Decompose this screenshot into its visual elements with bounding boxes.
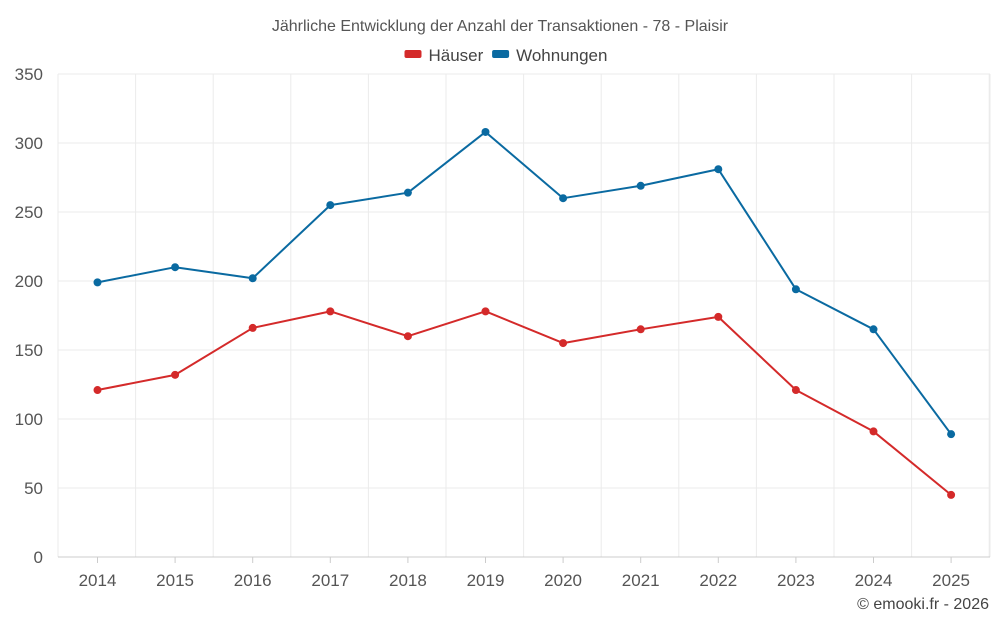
y-tick-label: 300: [15, 134, 43, 153]
series-layer: [93, 127, 956, 499]
legend-label-wohnungen[interactable]: Wohnungen: [516, 46, 607, 65]
data-point-h-user[interactable]: [791, 386, 800, 395]
x-tick-label: 2017: [311, 571, 349, 590]
data-point-h-user[interactable]: [636, 325, 645, 334]
x-tick-label: 2018: [389, 571, 427, 590]
x-tick-label: 2016: [234, 571, 272, 590]
data-point-h-user[interactable]: [869, 427, 878, 436]
data-point-h-user[interactable]: [714, 312, 723, 321]
y-tick-label: 50: [24, 479, 43, 498]
grid: [57, 73, 991, 557]
data-point-wohnungen[interactable]: [326, 201, 335, 210]
y-tick-label: 200: [15, 272, 43, 291]
data-point-h-user[interactable]: [93, 386, 102, 395]
data-point-wohnungen[interactable]: [403, 188, 412, 197]
x-tick-label: 2015: [156, 571, 194, 590]
x-tick-label: 2014: [79, 571, 117, 590]
data-point-wohnungen[interactable]: [93, 278, 102, 287]
series-line-h-user: [97, 310, 952, 496]
data-point-wohnungen[interactable]: [559, 194, 568, 203]
axes: 0 50 100 150 200 250 300 350 2014 2015 2016 2017 201…: [15, 65, 990, 590]
data-point-h-user[interactable]: [481, 307, 490, 316]
legend-swatch-wohnungen: [492, 50, 510, 58]
data-point-wohnungen[interactable]: [947, 430, 956, 439]
data-point-h-user[interactable]: [248, 323, 257, 332]
data-point-wohnungen[interactable]: [714, 165, 723, 174]
chart-title: Jährliche Entwicklung der Anzahl der Tra…: [272, 18, 729, 35]
legend-label-h-user[interactable]: Häuser: [429, 46, 484, 65]
data-point-h-user[interactable]: [403, 332, 412, 341]
y-tick-label: 250: [15, 203, 43, 222]
data-point-wohnungen[interactable]: [481, 127, 490, 136]
data-point-h-user[interactable]: [171, 370, 180, 379]
data-point-wohnungen[interactable]: [171, 263, 180, 272]
legend-swatch-h-user: [404, 50, 422, 58]
data-point-wohnungen[interactable]: [248, 274, 257, 283]
x-tick-label: 2020: [544, 571, 582, 590]
x-tick-label: 2019: [467, 571, 505, 590]
x-tick-label: 2022: [699, 571, 737, 590]
series-line-wohnungen: [97, 130, 952, 435]
data-point-wohnungen[interactable]: [636, 181, 645, 190]
y-tick-label: 0: [34, 548, 43, 567]
data-point-wohnungen[interactable]: [869, 325, 878, 334]
x-tick-label: 2024: [855, 571, 893, 590]
x-tick-label: 2025: [932, 571, 970, 590]
data-point-h-user[interactable]: [326, 307, 335, 316]
data-point-h-user[interactable]: [947, 490, 956, 499]
y-tick-label: 100: [15, 410, 43, 429]
legend: Häuser Wohnungen: [404, 46, 607, 65]
x-tick-label: 2023: [777, 571, 815, 590]
y-tick-label: 150: [15, 341, 43, 360]
data-point-h-user[interactable]: [559, 339, 568, 348]
y-tick-label: 350: [15, 65, 43, 84]
credit-text: © emooki.fr - 2026: [857, 596, 989, 613]
data-point-wohnungen[interactable]: [791, 285, 800, 294]
x-tick-label: 2021: [622, 571, 660, 590]
